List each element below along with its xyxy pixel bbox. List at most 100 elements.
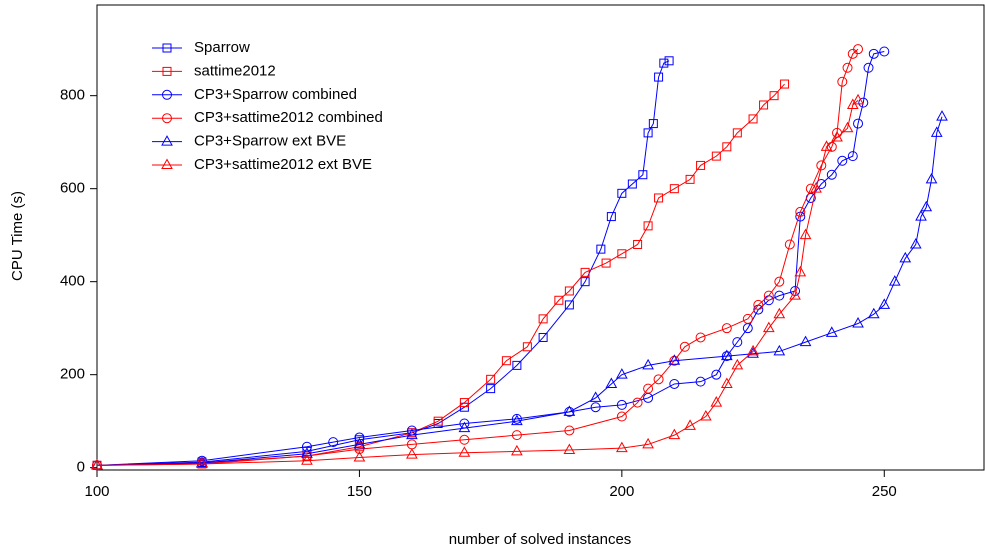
marker <box>501 356 511 366</box>
series-line <box>96 83 785 466</box>
marker <box>538 314 548 324</box>
marker <box>328 437 339 448</box>
marker <box>161 158 173 169</box>
marker <box>936 110 948 121</box>
marker <box>643 383 654 394</box>
series-line <box>96 99 859 466</box>
marker <box>888 275 901 286</box>
marker <box>301 454 313 465</box>
marker <box>847 151 858 162</box>
y-axis-label: CPU Time (s) <box>9 191 26 281</box>
marker <box>825 326 838 337</box>
marker <box>789 289 801 300</box>
marker <box>810 182 822 193</box>
marker <box>669 184 679 194</box>
y-tick-label: 0 <box>77 459 85 476</box>
marker <box>617 249 627 259</box>
marker <box>563 443 576 455</box>
marker <box>632 397 643 408</box>
marker <box>654 193 664 203</box>
legend-label: CP3+Sparrow combined <box>194 86 357 103</box>
marker <box>732 337 743 348</box>
marker <box>826 169 837 180</box>
marker <box>161 135 173 146</box>
marker <box>659 58 669 68</box>
marker <box>458 421 471 433</box>
marker <box>617 188 627 198</box>
marker <box>596 244 606 254</box>
marker <box>511 430 522 441</box>
marker <box>695 332 706 343</box>
marker <box>747 344 759 356</box>
marker <box>590 402 601 413</box>
marker <box>162 113 172 124</box>
x-tick-label: 150 <box>347 483 372 500</box>
marker <box>762 321 775 333</box>
marker <box>196 455 207 466</box>
marker <box>769 91 779 101</box>
marker <box>879 46 890 57</box>
marker <box>710 396 723 407</box>
marker <box>668 428 681 440</box>
marker <box>589 391 602 402</box>
marker <box>669 378 680 389</box>
marker <box>696 160 706 170</box>
marker <box>722 142 732 152</box>
marker <box>731 358 744 370</box>
marker <box>816 160 827 171</box>
marker <box>522 342 532 352</box>
marker <box>196 457 208 468</box>
marker <box>684 419 696 430</box>
marker <box>925 172 938 184</box>
marker <box>805 183 816 194</box>
y-tick-label: 200 <box>60 366 85 383</box>
series-line <box>96 51 885 466</box>
marker <box>653 374 664 385</box>
marker <box>742 313 753 324</box>
marker <box>433 416 443 426</box>
marker <box>794 265 807 277</box>
marker <box>616 441 628 453</box>
marker <box>878 298 891 309</box>
marker <box>773 344 786 356</box>
marker <box>831 130 843 142</box>
marker <box>162 66 172 76</box>
series-line <box>96 116 943 466</box>
marker <box>799 335 812 347</box>
marker <box>920 200 933 212</box>
marker <box>795 206 806 217</box>
marker <box>868 48 879 59</box>
marker <box>915 210 927 221</box>
marker <box>867 307 880 319</box>
marker <box>642 358 654 370</box>
series-line <box>96 60 670 466</box>
marker <box>711 369 722 380</box>
marker <box>852 93 864 105</box>
marker <box>458 446 471 457</box>
marker <box>627 179 637 189</box>
marker <box>511 444 523 456</box>
marker <box>301 447 313 458</box>
marker <box>780 79 790 89</box>
plot-frame <box>96 4 985 471</box>
marker <box>858 97 869 108</box>
y-tick-label: 400 <box>60 273 85 290</box>
marker <box>642 437 654 449</box>
marker <box>909 237 922 249</box>
marker <box>784 239 795 250</box>
marker <box>486 374 496 384</box>
marker <box>720 377 733 388</box>
legend-label: CP3+Sparrow ext BVE <box>194 133 346 150</box>
marker <box>774 276 785 287</box>
marker <box>853 44 864 55</box>
marker <box>554 295 564 305</box>
marker <box>512 360 522 370</box>
marker <box>511 413 522 424</box>
marker <box>748 114 758 124</box>
x-axis-label: number of solved instances <box>449 531 632 548</box>
x-tick-label: 200 <box>609 483 634 500</box>
legend-label: CP3+sattime2012 ext BVE <box>194 156 372 173</box>
marker <box>563 405 576 416</box>
marker <box>820 140 833 151</box>
